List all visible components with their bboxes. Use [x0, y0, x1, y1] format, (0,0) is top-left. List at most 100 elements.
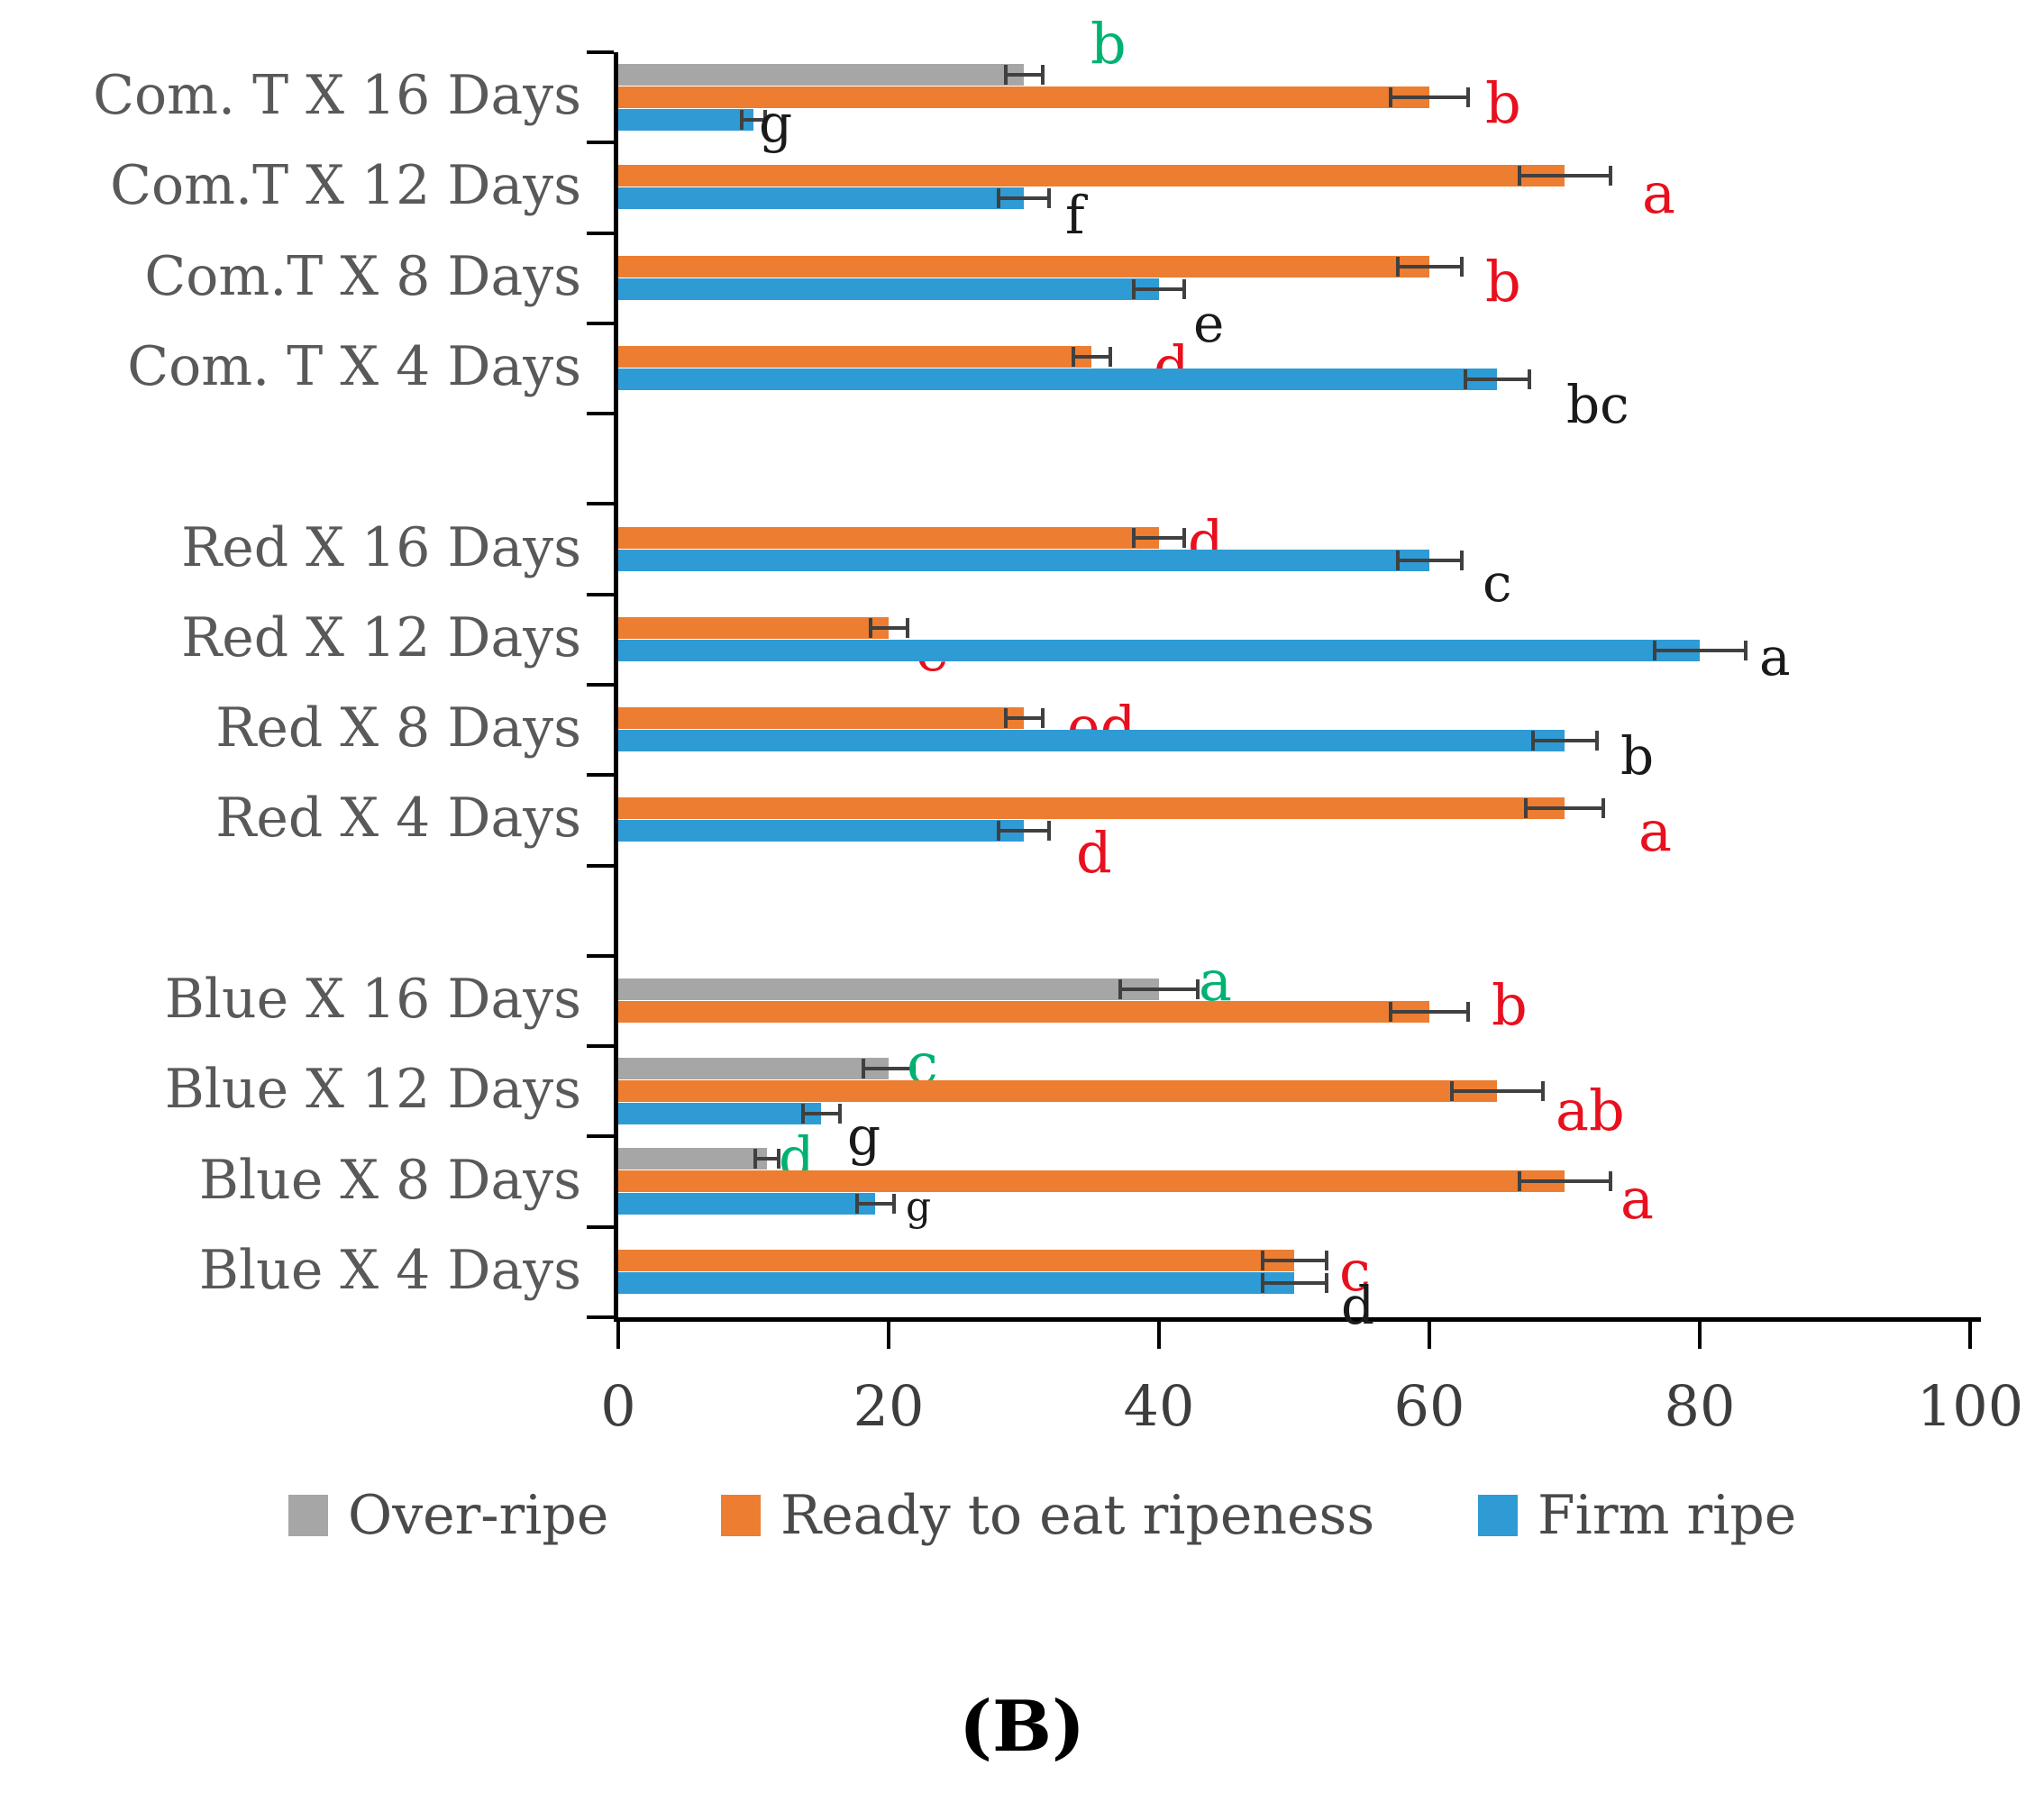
significance-letter: a: [1638, 798, 1672, 864]
figure-caption: (B): [959, 1686, 1085, 1768]
category-label: Red X 4 Days: [215, 787, 581, 851]
error-bar-cap-left: [1652, 640, 1656, 660]
category-label: Blue X 16 Days: [164, 968, 581, 1031]
bar-firm: [618, 187, 1024, 210]
error-bar-cap-left: [997, 821, 1000, 842]
y-axis-line: [614, 52, 618, 1317]
error-bar-cap-left: [1260, 1250, 1264, 1270]
error-bar-cap-left: [1003, 708, 1008, 729]
legend-item-over_ripe: Over-ripe: [288, 1488, 608, 1543]
significance-letter: d: [1341, 1275, 1375, 1336]
significance-letter: e: [1193, 293, 1225, 354]
significance-letter: b: [1485, 70, 1521, 136]
error-bar-cap-right: [1459, 550, 1464, 570]
significance-letter: d: [1076, 820, 1112, 886]
x-axis-tick: [1157, 1322, 1161, 1349]
error-bar-line: [997, 829, 1051, 833]
error-bar-cap-right: [1459, 256, 1464, 277]
error-bar-cap-right: [1527, 369, 1531, 389]
x-axis-tick-label: 60: [1393, 1373, 1465, 1439]
significance-letter: g: [759, 93, 793, 154]
significance-letter: a: [1199, 948, 1232, 1014]
bar-firm: [618, 1102, 821, 1124]
error-bar-cap-right: [1466, 1002, 1470, 1022]
error-bar-cap-left: [1395, 550, 1400, 570]
error-bar-line: [1132, 287, 1186, 291]
error-bar-line: [1449, 1088, 1545, 1093]
error-bar-cap-right: [1324, 1272, 1328, 1293]
y-axis-tick: [587, 502, 614, 506]
bar-firm: [618, 549, 1429, 571]
y-axis-tick: [587, 321, 614, 325]
significance-letter: bc: [1566, 374, 1629, 435]
bar-ready: [618, 1170, 1565, 1193]
bar-firm: [618, 820, 1024, 842]
error-bar-line: [1003, 716, 1045, 721]
error-bar-cap-right: [1324, 1250, 1328, 1270]
y-axis-tick: [587, 683, 614, 687]
error-bar-cap-left: [868, 617, 872, 638]
error-bar-line: [1524, 806, 1605, 811]
x-axis-tick: [1428, 1322, 1431, 1349]
error-bar-cap-right: [891, 1194, 896, 1215]
legend-label: Over-ripe: [348, 1484, 609, 1547]
bar-ready: [618, 86, 1429, 108]
bar-ready: [618, 526, 1159, 549]
category-label: Blue X 12 Days: [164, 1058, 581, 1122]
bar-ready: [618, 797, 1565, 820]
error-bar-line: [1652, 648, 1747, 652]
error-bar-cap-right: [1540, 1080, 1545, 1101]
error-bar-cap-left: [1517, 1171, 1521, 1192]
error-bar-line: [1389, 1010, 1470, 1014]
error-bar-cap-left: [1389, 1002, 1392, 1022]
legend-swatch-firm: [1478, 1495, 1518, 1536]
bar-ready: [618, 255, 1429, 278]
category-label: Com.T X 12 Days: [110, 154, 581, 218]
category-label: Blue X 4 Days: [198, 1238, 581, 1302]
bar-over_ripe: [618, 1148, 767, 1170]
legend-swatch-over_ripe: [288, 1495, 328, 1536]
error-bar-cap-left: [1517, 166, 1521, 187]
category-label: Red X 16 Days: [181, 515, 581, 579]
error-bar-cap-left: [1118, 979, 1122, 999]
error-bar-line: [1395, 264, 1464, 268]
y-axis-tick: [587, 1134, 614, 1139]
error-bar-cap-right: [1047, 188, 1051, 209]
legend-swatch-ready: [721, 1495, 761, 1536]
category-label: Com.T X 8 Days: [144, 244, 581, 308]
error-bar-cap-right: [1047, 821, 1051, 842]
significance-letter: c: [1483, 552, 1512, 614]
error-bar-cap-left: [1132, 278, 1136, 299]
bar-firm: [618, 639, 1700, 661]
error-bar-line: [862, 1066, 916, 1070]
error-bar-cap-left: [1395, 256, 1400, 277]
x-axis-line: [614, 1317, 1981, 1322]
error-bar-cap-left: [753, 1149, 757, 1170]
bar-firm: [618, 369, 1497, 390]
error-bar-cap-left: [1449, 1080, 1454, 1101]
error-bar-line: [1517, 1179, 1612, 1184]
bar-firm: [618, 1193, 875, 1215]
significance-letter: ab: [1556, 1078, 1625, 1143]
error-bar-cap-left: [1003, 64, 1008, 85]
error-bar-cap-right: [1182, 278, 1186, 299]
bar-ready: [618, 346, 1091, 368]
error-bar-cap-right: [1108, 347, 1112, 367]
error-bar-cap-right: [1608, 166, 1612, 187]
error-bar-cap-right: [905, 617, 909, 638]
significance-letter: b: [1090, 11, 1127, 77]
bar-over_ripe: [618, 63, 1024, 86]
error-bar-cap-left: [1071, 347, 1075, 367]
error-bar-cap-left: [854, 1194, 859, 1215]
x-axis-tick: [887, 1322, 890, 1349]
significance-letter: c: [1339, 1238, 1371, 1304]
error-bar-line: [997, 196, 1051, 201]
error-bar-line: [1260, 1280, 1328, 1285]
bar-ready: [618, 1079, 1497, 1102]
error-bar-cap-left: [1530, 731, 1535, 751]
significance-letter: a: [1642, 160, 1675, 226]
error-bar-line: [1260, 1258, 1328, 1262]
error-bar-cap-left: [1132, 527, 1136, 548]
bar-firm: [618, 730, 1565, 752]
